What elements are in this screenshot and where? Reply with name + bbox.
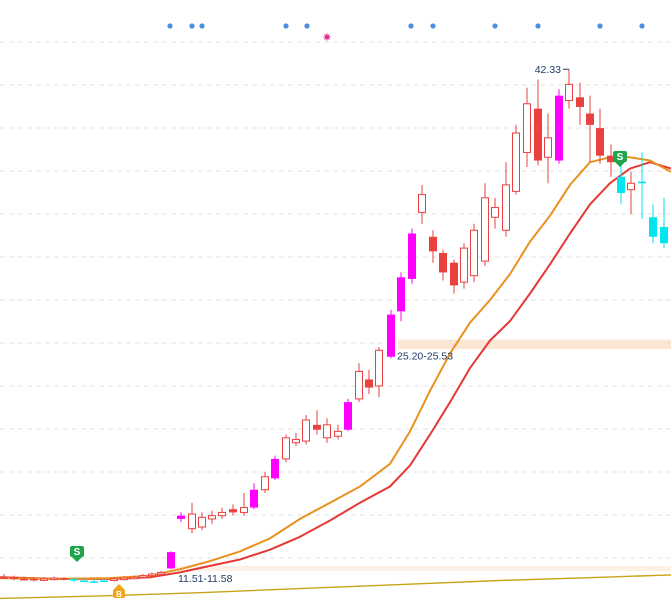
candle-body: [20, 578, 28, 581]
candle-body: [10, 577, 18, 579]
candle-body: [100, 580, 108, 583]
candle-body: [120, 577, 128, 581]
sell-arrow-icon: [615, 162, 625, 167]
candle-body: [429, 236, 437, 252]
candle-body: [323, 424, 331, 439]
candle-body: [0, 577, 8, 579]
buy-signal-label: B: [116, 590, 122, 599]
candle-body: [660, 227, 668, 244]
sell-arrow-icon: [72, 557, 82, 562]
signal-dot: [408, 23, 414, 29]
signal-dot: [199, 23, 205, 29]
candle-body: [80, 580, 88, 583]
candle-body: [544, 137, 552, 158]
candle-body: [344, 402, 352, 430]
ma-fast-line: [0, 156, 671, 580]
candle-body: [534, 108, 542, 161]
support-band: [398, 339, 671, 350]
candle-body: [50, 577, 58, 581]
sell-signal-label: S: [74, 547, 81, 558]
candle-body: [240, 507, 248, 513]
candle-body: [565, 83, 573, 102]
star-marker: [322, 32, 332, 42]
candle-body: [208, 515, 216, 520]
candle-body: [512, 132, 520, 192]
candle-body: [397, 277, 405, 312]
candle-body: [157, 571, 165, 575]
signal-dot: [492, 23, 498, 29]
sell-signal-icon: [70, 546, 84, 557]
signal-dot: [189, 23, 195, 29]
signal-dot: [639, 23, 645, 29]
candle-body: [188, 513, 196, 530]
candle-body: [30, 578, 38, 581]
candle-body: [586, 113, 594, 125]
candle-body: [130, 576, 138, 580]
candle-body: [198, 516, 206, 528]
candle-body: [387, 314, 395, 357]
candle-body: [148, 573, 156, 577]
candle-body: [40, 578, 48, 581]
signal-dot: [304, 23, 310, 29]
candle-body: [502, 184, 510, 231]
support-band: [168, 565, 671, 572]
signal-dot: [430, 23, 436, 29]
candle-body: [375, 349, 383, 387]
candle-body: [282, 437, 290, 460]
candle-body: [261, 476, 269, 491]
candle-body: [418, 194, 426, 213]
candle-body: [271, 458, 279, 479]
sell-signal-label: S: [617, 152, 624, 163]
band-lower-label: 11.51-11.58: [178, 573, 233, 585]
signal-dot: [597, 23, 603, 29]
peak-price-label: 42.33: [535, 64, 561, 76]
candle-body: [167, 552, 175, 569]
candle-body: [110, 578, 118, 582]
candle-body: [627, 182, 635, 191]
buy-arrow-icon: [114, 584, 124, 589]
candle-body: [576, 97, 584, 108]
candle-body: [90, 581, 98, 583]
signal-dot: [283, 23, 289, 29]
candle-body: [450, 262, 458, 286]
candle-body: [218, 511, 226, 517]
candle-body: [523, 103, 531, 153]
candle-body: [555, 95, 563, 161]
candle-body: [638, 181, 646, 184]
candle-body: [617, 176, 625, 193]
candle-body: [302, 419, 310, 442]
candle-body: [229, 509, 237, 513]
buy-signal-icon: [113, 589, 125, 598]
candle-body: [355, 370, 363, 400]
candle-body: [408, 233, 416, 279]
candle-body: [313, 424, 321, 430]
candle-body: [334, 430, 342, 437]
candle-body: [177, 515, 185, 519]
candle-body: [139, 575, 147, 578]
candle-body: [481, 197, 489, 262]
candle-body: [439, 252, 447, 273]
candle-body: [292, 438, 300, 444]
candle-body: [460, 247, 468, 283]
candle-body: [60, 578, 68, 580]
candle-body: [607, 155, 615, 163]
candle-body: [70, 578, 78, 581]
ma-slow-line: [0, 161, 671, 580]
band-upper-label: 25.20-25.53: [397, 351, 453, 363]
candle-body: [491, 207, 499, 218]
signal-dot: [167, 23, 173, 29]
candle-body: [365, 379, 373, 388]
candle-body: [250, 489, 258, 508]
candle-body: [470, 229, 478, 277]
candle-body: [649, 217, 657, 237]
signal-dot: [535, 23, 541, 29]
candle-body: [596, 128, 604, 156]
sell-signal-icon: [613, 151, 627, 162]
